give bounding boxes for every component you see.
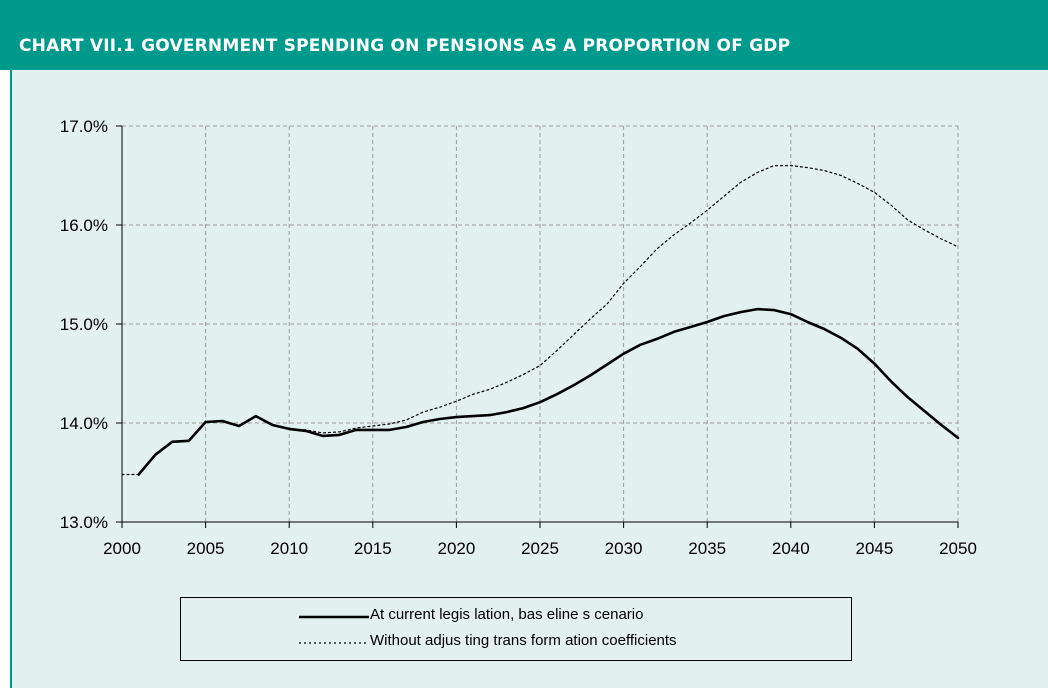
y-tick-label: 15.0%: [60, 315, 108, 334]
x-tick-label: 2025: [521, 539, 559, 558]
series-line-without-adjusting: [121, 165, 959, 476]
legend-item-baseline: At current legis lation, bas eline s cen…: [181, 604, 851, 628]
x-tick-label: 2040: [772, 539, 810, 558]
legend: At current legis lation, bas eline s cen…: [180, 597, 852, 661]
y-tick-label: 14.0%: [60, 414, 108, 433]
legend-label-baseline: At current legis lation, bas eline s cen…: [370, 606, 644, 623]
series-lines: [121, 165, 960, 476]
x-tick-label: 2050: [939, 539, 977, 558]
x-tick-label: 2035: [688, 539, 726, 558]
x-tick-label: 2020: [437, 539, 475, 558]
chart-title: CHART VII.1 GOVERNMENT SPENDING ON PENSI…: [19, 36, 791, 56]
x-tick-label: 2015: [354, 539, 392, 558]
legend-swatch-dotted: [299, 642, 369, 644]
chart-panel: [10, 70, 1048, 688]
x-tick-label: 2000: [103, 539, 141, 558]
x-tick-label: 2005: [187, 539, 225, 558]
x-tick-label: 2030: [605, 539, 643, 558]
legend-swatch-solid: [299, 615, 369, 619]
chart-header: CHART VII.1 GOVERNMENT SPENDING ON PENSI…: [0, 0, 1048, 70]
legend-item-without-adjusting: Without adjus ting trans form ation coef…: [181, 630, 851, 654]
x-tick-label: 2010: [270, 539, 308, 558]
y-tick-label: 16.0%: [60, 216, 108, 235]
y-tick-label: 13.0%: [60, 513, 108, 532]
series-line-baseline: [137, 307, 960, 476]
gridlines: [122, 125, 959, 522]
legend-label-without-adjusting: Without adjus ting trans form ation coef…: [370, 632, 677, 649]
tick-labels: 13.0% 14.0% 15.0% 16.0% 17.0% 2000 2005 2010 201…: [60, 117, 977, 558]
axes: [116, 125, 959, 528]
x-tick-label: 2045: [855, 539, 893, 558]
y-tick-label: 17.0%: [60, 117, 108, 136]
